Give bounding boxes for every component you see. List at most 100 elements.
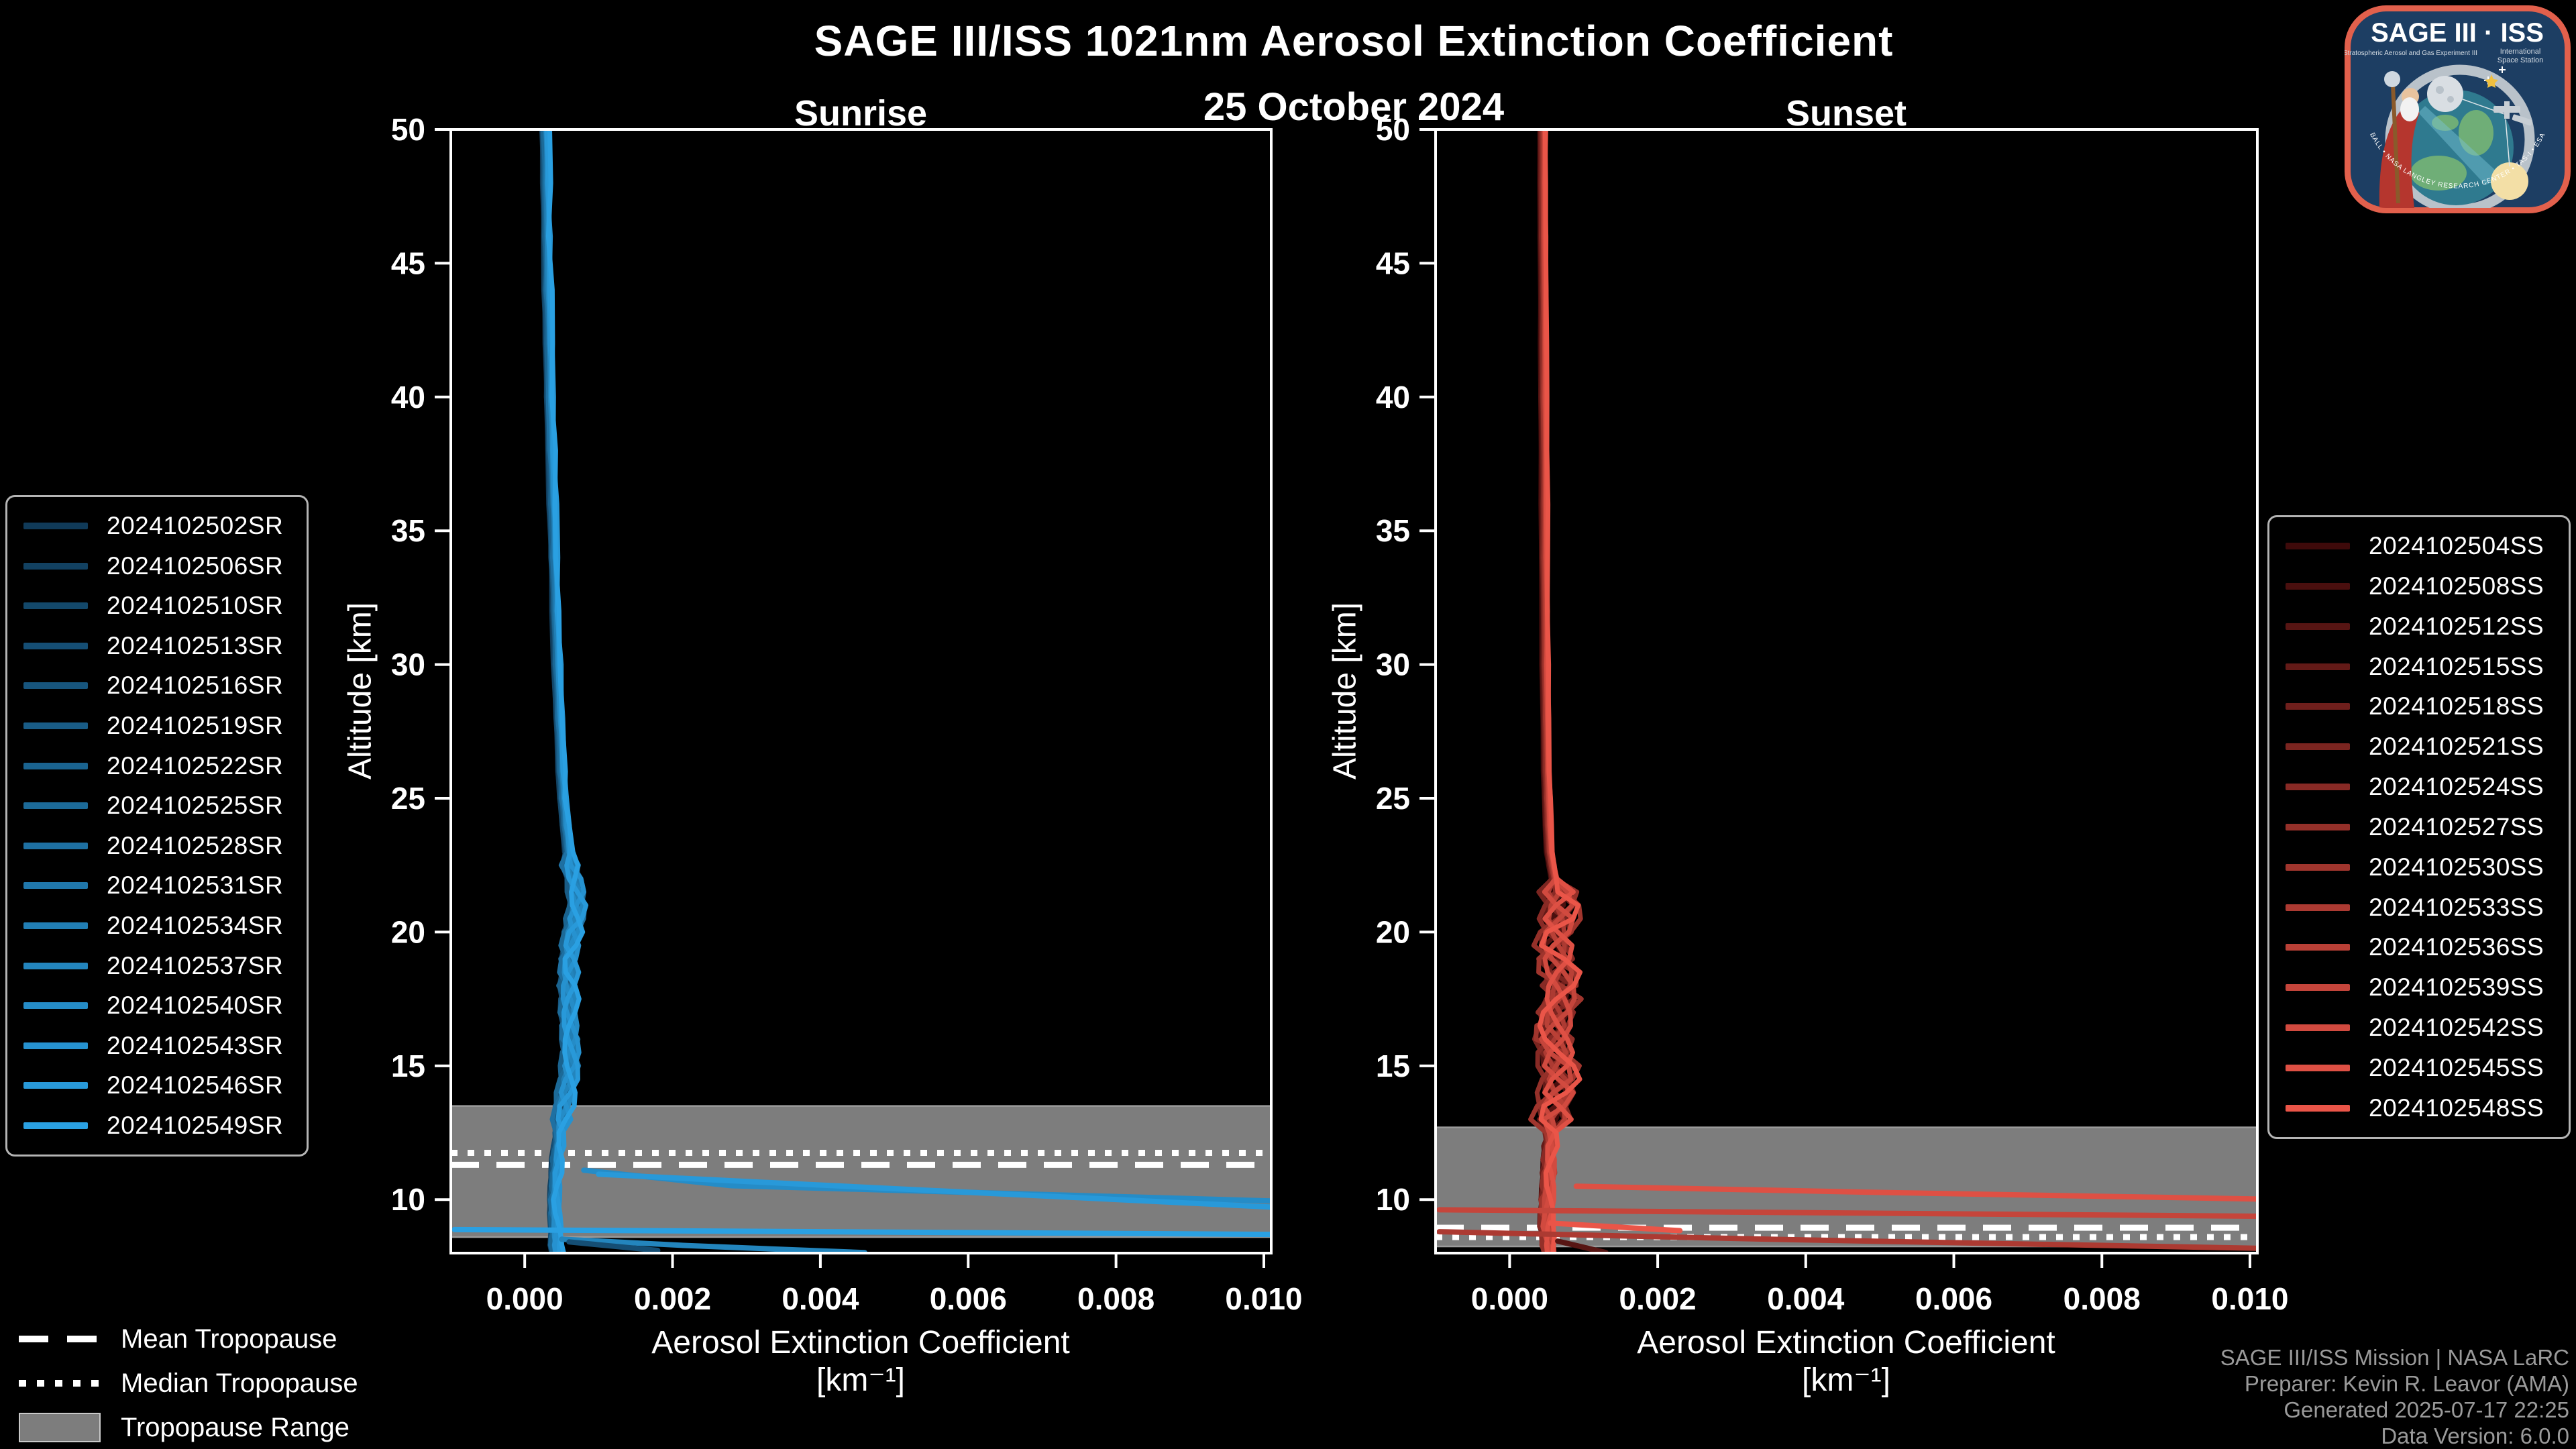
- series-label: 2024102530SS: [2369, 853, 2544, 881]
- series-color-swatch: [2286, 904, 2350, 911]
- x-tick-label: 0.006: [1915, 1281, 1992, 1316]
- attribution-line: Data Version: 6.0.0: [2381, 1424, 2569, 1448]
- logo-sage-figure: [2379, 71, 2420, 208]
- y-tick-label: 15: [1376, 1049, 1410, 1083]
- series-spike-2024102548SS: [1548, 1220, 1683, 1234]
- legend-item: 2024102531SR: [23, 871, 290, 900]
- series-color-swatch: [23, 642, 88, 649]
- series-label: 2024102521SS: [2369, 733, 2544, 761]
- series-color-swatch: [23, 722, 88, 729]
- legend-item: 2024102539SS: [2286, 973, 2553, 1002]
- x-tick-label: 0.004: [782, 1281, 859, 1316]
- y-tick-label: 50: [391, 112, 425, 147]
- profile-curves: [1436, 129, 2257, 1253]
- series-label: 2024102513SR: [107, 631, 284, 659]
- y-tick-label: 25: [391, 781, 425, 816]
- logo-subtitle-international: International: [2500, 48, 2541, 56]
- series-color-swatch: [2286, 1064, 2350, 1071]
- attribution-line: Generated 2025-07-17 22:25: [2284, 1397, 2569, 1422]
- panel-title-sunrise: Sunrise: [794, 93, 928, 133]
- series-spike-2024102533SS: [1436, 1229, 2257, 1251]
- y-tick-label: 45: [391, 246, 425, 280]
- series-line-2024102548SS: [1537, 129, 1582, 1253]
- y-tick-label: 40: [1376, 380, 1410, 415]
- sage-iii-iss-mission-logo: SAGE III · ISS Stratospheric Aerosol and…: [2345, 5, 2571, 213]
- legend-item-median-tropopause: Median Tropopause: [19, 1367, 358, 1399]
- yaxis-title-sunset: Altitude [km]: [1327, 602, 1363, 780]
- x-tick-label: 0.000: [1471, 1281, 1548, 1316]
- y-tick-label: 10: [1376, 1182, 1410, 1217]
- y-tick-label: 15: [391, 1049, 425, 1083]
- series-label: 2024102533SS: [2369, 893, 2544, 921]
- series-label: 2024102525SR: [107, 792, 284, 820]
- tropopause-legend: Mean Tropopause Median Tropopause Tropop…: [19, 1323, 358, 1444]
- series-color-swatch: [2286, 743, 2350, 751]
- legend-item: 2024102528SR: [23, 832, 290, 860]
- x-tick-label: 0.002: [1619, 1281, 1697, 1316]
- series-line-2024102549SR: [545, 129, 586, 1253]
- legend-item: 2024102537SR: [23, 952, 290, 980]
- x-tick-label: 0.008: [1077, 1281, 1155, 1316]
- series-label: 2024102508SS: [2369, 572, 2544, 600]
- mean-tropopause-dash-swatch: [19, 1336, 101, 1342]
- xaxis-title-line1: Aerosol Extinction Coefficient: [651, 1325, 1070, 1360]
- logo-iss: [2493, 101, 2533, 126]
- series-spike-2024102512SS: [1555, 1238, 1609, 1253]
- series-label: 2024102512SS: [2369, 612, 2544, 640]
- x-tick-label: 0.010: [1225, 1281, 1302, 1316]
- logo-light-beam: [2418, 106, 2502, 185]
- legend-item: 2024102534SR: [23, 912, 290, 940]
- x-tick-label: 0.010: [2211, 1281, 2288, 1316]
- series-label: 2024102504SS: [2369, 532, 2544, 559]
- y-tick-label: 40: [391, 380, 425, 415]
- series-label: 2024102515SS: [2369, 652, 2544, 680]
- y-tick-label: 30: [391, 647, 425, 682]
- yaxis-title-sunrise: Altitude [km]: [342, 602, 378, 780]
- tropopause-range-label: Tropopause Range: [121, 1412, 350, 1442]
- panel-sunrise: 10 15 20 25 30 35 40 45 50 0.000 0.002 0.004 0.006 0.…: [391, 112, 1303, 1316]
- y-tick-label: 25: [1376, 781, 1410, 816]
- series-color-swatch: [2286, 863, 2350, 871]
- legend-item-mean-tropopause: Mean Tropopause: [19, 1323, 358, 1355]
- series-color-swatch: [2286, 703, 2350, 710]
- logo-star-gold: [2485, 74, 2498, 88]
- series-color-swatch: [2286, 582, 2350, 590]
- profile-curves: [451, 129, 1271, 1253]
- median-tropopause-dot-swatch: [19, 1380, 101, 1387]
- x-tick-label: 0.000: [486, 1281, 564, 1316]
- y-tick-label: 50: [1376, 112, 1410, 147]
- series-color-swatch: [23, 922, 88, 929]
- legend-item: 2024102522SR: [23, 752, 290, 780]
- figure-date: 25 October 2024: [1203, 85, 1505, 129]
- legend-item: 2024102519SR: [23, 712, 290, 740]
- series-spike-2024102549SR: [451, 1226, 1271, 1238]
- series-label: 2024102527SS: [2369, 812, 2544, 841]
- series-color-swatch: [2286, 823, 2350, 830]
- panel-sunset: 10 15 20 25 30 35 40 45 50 0.000 0.002 0.004 0.006 0.…: [1376, 112, 2289, 1316]
- legend-item: 2024102513SR: [23, 632, 290, 660]
- series-color-swatch: [2286, 1024, 2350, 1032]
- series-label: 2024102543SR: [107, 1031, 284, 1059]
- legend-item: 2024102545SS: [2286, 1054, 2553, 1082]
- series-color-swatch: [23, 1122, 88, 1129]
- x-tick-label: 0.006: [930, 1281, 1007, 1316]
- series-color-swatch: [2286, 1104, 2350, 1112]
- series-color-swatch: [23, 1042, 88, 1049]
- series-label: 2024102542SS: [2369, 1014, 2544, 1042]
- series-label: 2024102524SS: [2369, 773, 2544, 801]
- legend-item: 2024102506SR: [23, 552, 290, 580]
- xaxis-title-line1: Aerosol Extinction Coefficient: [1637, 1325, 2055, 1360]
- series-label: 2024102546SR: [107, 1071, 284, 1099]
- mean-tropopause-label: Mean Tropopause: [121, 1324, 337, 1354]
- legend-item: 2024102543SR: [23, 1032, 290, 1060]
- panel-title-sunset: Sunset: [1785, 93, 1907, 133]
- series-label: 2024102545SS: [2369, 1053, 2544, 1081]
- xaxis-title-sunset: Aerosol Extinction Coefficient [km⁻¹]: [1637, 1324, 2055, 1399]
- x-tick-label: 0.002: [634, 1281, 711, 1316]
- series-label: 2024102506SR: [107, 551, 284, 580]
- legend-sunset-events: 2024102504SS 2024102508SS 2024102512SS 2024…: [2267, 515, 2571, 1139]
- legend-item: 2024102516SR: [23, 672, 290, 700]
- series-spike-2024102539SS: [1436, 1207, 2257, 1219]
- series-color-swatch: [23, 842, 88, 849]
